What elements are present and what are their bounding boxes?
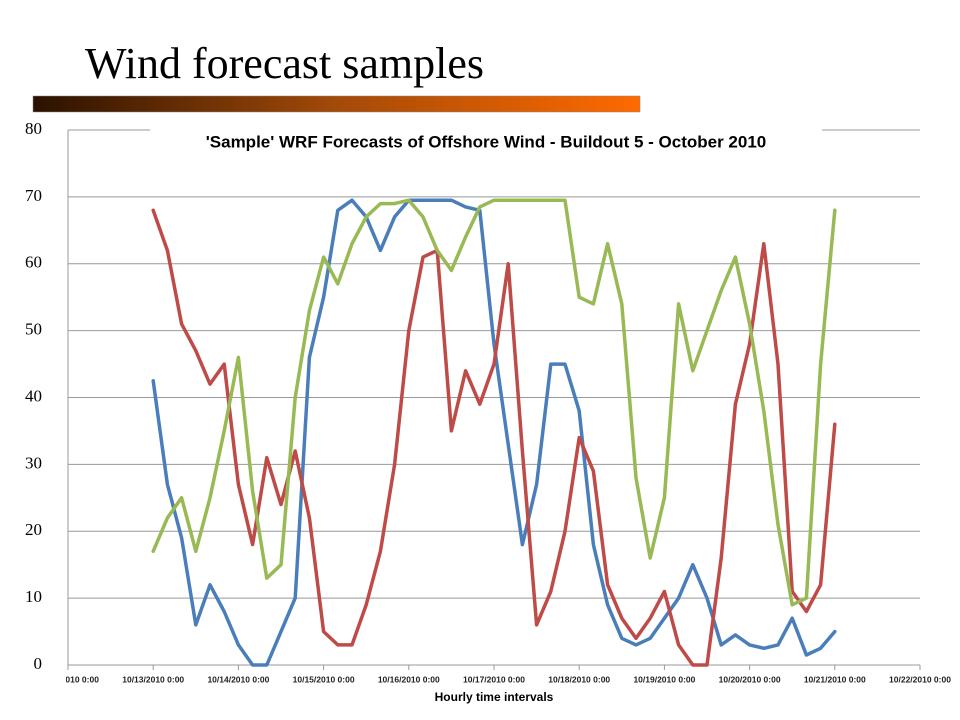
plot: 0 10 20 30 40 50 60 70 80 10/12/2010 0:00 10/13/20… bbox=[25, 119, 951, 684]
title-bar bbox=[32, 95, 641, 113]
y-tick-label: 60 bbox=[25, 253, 42, 272]
x-tick-label: 10/17/2010 0:00 bbox=[463, 674, 525, 684]
chart-title: 'Sample' WRF Forecasts of Offshore Wind … bbox=[206, 132, 767, 151]
x-tick-label: 10/16/2010 0:00 bbox=[378, 674, 440, 684]
y-tick-label: 0 bbox=[34, 654, 43, 673]
x-tick-label: 10/13/2010 0:00 bbox=[122, 674, 184, 684]
x-tick-label: 10/12/2010 0:00 bbox=[37, 674, 99, 684]
series-line bbox=[151, 198, 837, 667]
y-tick-label: 80 bbox=[25, 119, 42, 138]
y-tick-label: 40 bbox=[25, 386, 42, 405]
x-tick-label: 10/21/2010 0:00 bbox=[804, 674, 866, 684]
y-tick-label: 30 bbox=[25, 453, 42, 472]
series-line bbox=[151, 198, 837, 607]
y-tick-label: 10 bbox=[25, 587, 42, 606]
slide-title: Wind forecast samples bbox=[85, 39, 484, 88]
y-tick-label: 50 bbox=[25, 320, 42, 339]
x-tick-label: 10/20/2010 0:00 bbox=[719, 674, 781, 684]
series-line bbox=[151, 208, 837, 667]
x-tick-label: 10/15/2010 0:00 bbox=[293, 674, 355, 684]
x-tick-label: 10/22/2010 0:00 bbox=[889, 674, 951, 684]
y-tick-label: 70 bbox=[25, 186, 42, 205]
x-axis-title: Hourly time intervals bbox=[435, 690, 554, 704]
y-tick-label: 20 bbox=[25, 520, 42, 539]
x-tick-label: 10/14/2010 0:00 bbox=[207, 674, 269, 684]
x-tick-label: 10/19/2010 0:00 bbox=[633, 674, 695, 684]
chart-title-bg bbox=[150, 128, 822, 156]
x-tick-label: 10/18/2010 0:00 bbox=[548, 674, 610, 684]
